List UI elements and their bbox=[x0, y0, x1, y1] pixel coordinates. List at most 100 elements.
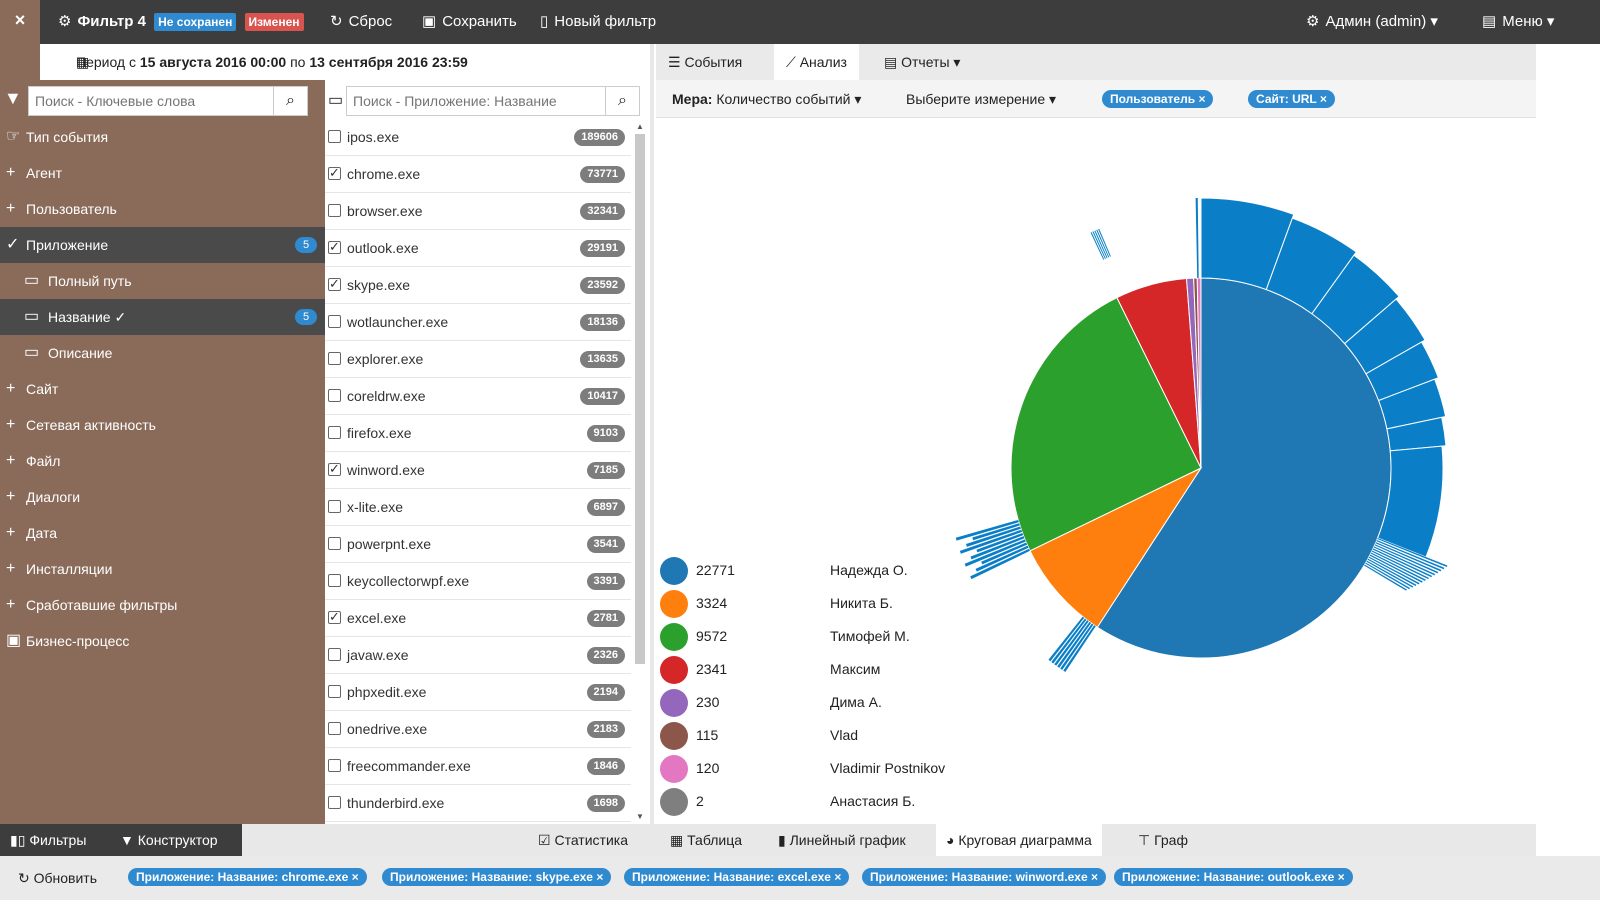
main-menu[interactable]: ▤ Меню ▾ bbox=[1482, 0, 1554, 44]
list-item[interactable]: ✓ excel.exe 2781 bbox=[325, 600, 631, 637]
tab-table[interactable]: ▦ Таблица bbox=[660, 824, 752, 856]
dimension-chip-site[interactable]: Сайт: URL × bbox=[1248, 90, 1335, 108]
outer-ring-segment[interactable] bbox=[972, 523, 1020, 541]
tab-graph[interactable]: ⊤ Граф bbox=[1128, 824, 1198, 856]
list-item[interactable]: explorer.exe 13635 bbox=[325, 341, 631, 378]
list-item[interactable]: firefox.exe 9103 bbox=[325, 415, 631, 452]
sidebar-item[interactable]: + Сработавшие фильтры bbox=[0, 587, 325, 623]
outer-ring-segment[interactable] bbox=[970, 536, 1025, 560]
panel-splitter[interactable] bbox=[650, 44, 654, 824]
new-filter-button[interactable]: ▯ Новый фильтр bbox=[540, 0, 656, 44]
pie-slice[interactable] bbox=[1029, 466, 1203, 628]
scroll-down-icon[interactable]: ▼ bbox=[636, 812, 644, 821]
save-button[interactable]: ▣ Сохранить bbox=[422, 0, 517, 44]
checkbox[interactable] bbox=[328, 315, 341, 328]
dimension-select[interactable]: Выберите измерение ▾ bbox=[906, 80, 1056, 118]
sidebar-item[interactable]: ▭ Описание bbox=[0, 335, 325, 371]
outer-ring-segment[interactable] bbox=[1195, 198, 1199, 279]
list-item[interactable]: ✓ skype.exe 23592 bbox=[325, 267, 631, 304]
remove-icon[interactable]: × bbox=[1198, 92, 1206, 106]
remove-icon[interactable]: × bbox=[830, 870, 842, 884]
checkbox[interactable] bbox=[328, 722, 341, 735]
outer-ring-segment[interactable] bbox=[1096, 229, 1110, 258]
list-item[interactable]: ipos.exe 189606 bbox=[325, 119, 631, 156]
checkbox-checked[interactable]: ✓ bbox=[328, 165, 341, 180]
sidebar-item[interactable]: + Сетевая активность bbox=[0, 407, 325, 443]
outer-ring-segment[interactable] bbox=[1370, 552, 1426, 582]
checkbox-checked[interactable]: ✓ bbox=[328, 461, 341, 476]
close-button[interactable]: × bbox=[0, 0, 40, 44]
outer-ring-segment[interactable] bbox=[964, 539, 1026, 567]
list-item[interactable]: phpxedit.exe 2194 bbox=[325, 674, 631, 711]
checkbox[interactable] bbox=[328, 796, 341, 809]
outer-ring-segment[interactable] bbox=[1377, 537, 1448, 568]
legend-entry[interactable]: 9572 Тимофей М. bbox=[660, 621, 960, 654]
remove-icon[interactable]: × bbox=[1334, 870, 1345, 884]
sunburst-chart[interactable] bbox=[656, 118, 1536, 824]
checkbox[interactable] bbox=[328, 352, 341, 365]
remove-icon[interactable]: × bbox=[592, 870, 604, 884]
outer-ring-segment[interactable] bbox=[976, 532, 1024, 553]
scroll-up-icon[interactable]: ▲ bbox=[636, 122, 644, 131]
remove-icon[interactable]: × bbox=[348, 870, 359, 884]
applied-filter-chip[interactable]: Приложение: Название: excel.exe × bbox=[624, 868, 850, 886]
sidebar-item[interactable]: + Агент bbox=[0, 155, 325, 191]
sidebar-item[interactable]: ☞ Тип события bbox=[0, 119, 325, 155]
applied-filter-chip[interactable]: Приложение: Название: chrome.exe × bbox=[128, 868, 367, 886]
list-item[interactable]: x-lite.exe 6897 bbox=[325, 489, 631, 526]
list-item[interactable]: coreldrw.exe 10417 bbox=[325, 378, 631, 415]
checkbox[interactable] bbox=[328, 759, 341, 772]
pie-slice[interactable] bbox=[1010, 296, 1202, 552]
outer-ring-segment[interactable] bbox=[1376, 540, 1445, 570]
legend-entry[interactable]: 120 Vladimir Postnikov bbox=[660, 753, 960, 786]
outer-ring-segment[interactable] bbox=[1057, 621, 1092, 668]
sidebar-item[interactable]: + Инсталляции bbox=[0, 551, 325, 587]
checkbox[interactable] bbox=[328, 685, 341, 698]
outer-ring-segment[interactable] bbox=[1060, 623, 1094, 670]
search-icon[interactable]: ⌕ bbox=[273, 87, 307, 115]
outer-ring-segment[interactable] bbox=[970, 548, 1030, 580]
outer-ring-segment[interactable] bbox=[975, 545, 1029, 572]
outer-ring-segment[interactable] bbox=[1364, 564, 1407, 591]
outer-ring-segment[interactable] bbox=[1373, 546, 1436, 576]
tab-constructor[interactable]: ▼ Конструктор bbox=[110, 824, 242, 856]
list-item[interactable]: ✓ outlook.exe 29191 bbox=[325, 230, 631, 267]
measure-select[interactable]: Мера: Количество событий ▾ bbox=[672, 80, 861, 118]
checkbox[interactable] bbox=[328, 500, 341, 513]
list-item[interactable]: thunderbird.exe 1698 bbox=[325, 785, 631, 822]
tab-line-chart[interactable]: ▮ Линейный график bbox=[768, 824, 916, 856]
refresh-button[interactable]: ↻ Обновить bbox=[18, 856, 97, 900]
list-item[interactable]: onedrive.exe 2183 bbox=[325, 711, 631, 748]
legend-entry[interactable]: 2341 Максим bbox=[660, 654, 960, 687]
list-item[interactable]: javaw.exe 2326 bbox=[325, 637, 631, 674]
sidebar-item[interactable]: + Файл bbox=[0, 443, 325, 479]
checkbox[interactable] bbox=[328, 130, 341, 143]
tab-analysis[interactable]: ⟋ Анализ bbox=[774, 44, 859, 80]
legend-entry[interactable]: 2 Анастасия Б. bbox=[660, 786, 960, 819]
legend-entry[interactable]: 230 Дима А. bbox=[660, 687, 960, 720]
outer-ring-segment[interactable] bbox=[959, 529, 1023, 554]
checkbox[interactable] bbox=[328, 537, 341, 550]
list-item[interactable]: ✓ winword.exe 7185 bbox=[325, 452, 631, 489]
applied-filter-chip[interactable]: Приложение: Название: winword.exe × bbox=[862, 868, 1106, 886]
search-icon[interactable]: ⌕ bbox=[605, 87, 639, 115]
keyword-search-input[interactable] bbox=[29, 87, 269, 115]
checkbox-checked[interactable]: ✓ bbox=[328, 239, 341, 254]
outer-ring-segment[interactable] bbox=[1051, 618, 1087, 664]
outer-ring-segment[interactable] bbox=[1090, 232, 1105, 260]
sidebar-item[interactable]: + Пользователь bbox=[0, 191, 325, 227]
list-item[interactable]: freecommander.exe 1846 bbox=[325, 748, 631, 785]
sidebar-item[interactable]: + Сайт bbox=[0, 371, 325, 407]
outer-ring-segment[interactable] bbox=[1366, 560, 1414, 588]
tab-statistics[interactable]: ☑ Статистика bbox=[528, 824, 638, 856]
outer-ring-segment[interactable] bbox=[1054, 620, 1089, 666]
outer-ring-segment[interactable] bbox=[1094, 230, 1108, 259]
list-item[interactable]: wotlauncher.exe 18136 bbox=[325, 304, 631, 341]
checkbox[interactable] bbox=[328, 574, 341, 587]
app-list-scrollbar[interactable]: ▲ ▼ bbox=[634, 122, 646, 822]
remove-icon[interactable]: × bbox=[1087, 870, 1098, 884]
list-item[interactable]: powerpnt.exe 3541 bbox=[325, 526, 631, 563]
applied-filter-chip[interactable]: Приложение: Название: skype.exe × bbox=[382, 868, 612, 886]
outer-ring-segment[interactable] bbox=[955, 519, 1019, 541]
checkbox[interactable] bbox=[328, 426, 341, 439]
